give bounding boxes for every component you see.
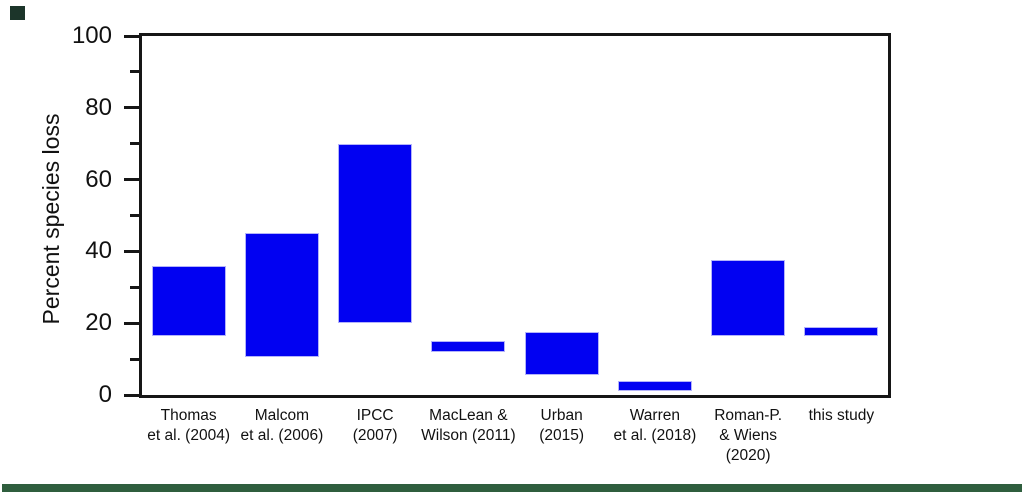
y-axis-label: Percent species loss	[38, 113, 64, 325]
y-tick-label: 80	[85, 93, 112, 121]
y-major-tick	[124, 34, 139, 38]
bottom-decor-bar	[2, 484, 1022, 492]
y-major-tick	[124, 249, 139, 253]
y-tick-label: 0	[98, 381, 112, 408]
y-major-tick	[124, 106, 139, 110]
x-category-label-line: Roman-P.	[714, 407, 783, 424]
x-category-label: IPCC (2007)	[310, 406, 440, 446]
x-category-label-line: et al. (2018)	[613, 427, 697, 444]
x-category-label-line: Wilson (2011)	[421, 427, 516, 444]
x-category-label: Malcom et al. (2006)	[217, 406, 347, 446]
x-category-label-line: MacLean &	[429, 407, 508, 424]
range-bar	[711, 260, 786, 336]
x-category-label: Urban (2015)	[497, 406, 627, 446]
y-tick-label: 40	[85, 237, 112, 265]
y-minor-tick	[130, 142, 139, 146]
range-bar	[524, 332, 599, 376]
x-category-label-line: Warren	[629, 407, 680, 424]
range-bar	[431, 341, 506, 352]
x-category-label-line: (2007)	[352, 427, 398, 444]
y-major-tick	[124, 178, 139, 182]
x-category-label-line: (2020)	[725, 447, 771, 464]
y-tick-label: 60	[85, 165, 112, 193]
plot-area	[124, 33, 891, 398]
range-bar	[804, 326, 879, 336]
x-category-label-line: Urban	[540, 407, 583, 424]
top-left-decor-square	[10, 6, 25, 20]
range-bar	[338, 143, 413, 324]
x-category-label-line: et al. (2006)	[240, 427, 324, 444]
x-category-label-line: Malcom	[254, 407, 309, 424]
x-category-label-line: IPCC	[356, 407, 394, 424]
x-category-label-line: (2015)	[539, 427, 585, 444]
y-tick-label: 100	[71, 22, 112, 49]
y-major-tick	[124, 393, 139, 397]
range-bar	[151, 265, 226, 336]
range-bar	[617, 380, 692, 392]
y-minor-tick	[130, 285, 139, 289]
x-category-label: Roman-P. & Wiens (2020)	[683, 406, 813, 466]
y-tick-label: 20	[85, 309, 112, 337]
x-category-label: this study	[776, 406, 906, 426]
x-category-label-line: this study	[808, 407, 875, 424]
y-minor-tick	[130, 214, 139, 217]
x-category-label: MacLean & Wilson (2011)	[403, 406, 533, 446]
x-category-label-line: et al. (2004)	[147, 427, 230, 444]
x-category-label: Thomas et al. (2004)	[124, 406, 254, 446]
x-category-label-line: Thomas	[160, 407, 217, 424]
x-category-label-line: & Wiens	[719, 427, 777, 444]
y-minor-tick	[130, 357, 139, 361]
range-bar	[244, 233, 319, 358]
y-major-tick	[124, 321, 139, 325]
x-category-label: Warren et al. (2018)	[590, 406, 720, 446]
y-minor-tick	[130, 70, 139, 74]
